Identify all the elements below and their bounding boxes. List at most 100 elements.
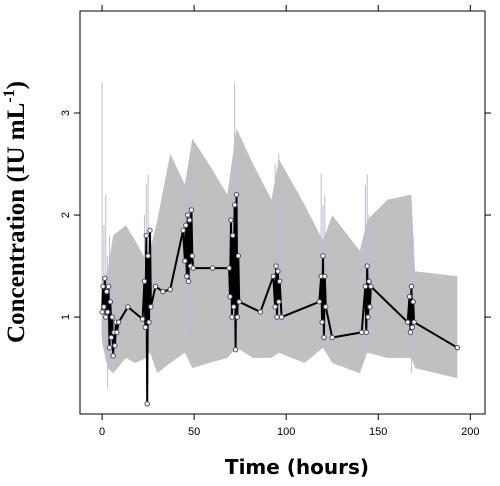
data-point-8 [106,344,113,351]
data-point-32 [182,258,188,264]
data-point-73 [362,283,369,290]
data-point-63 [278,314,285,320]
band-area [102,128,458,379]
data-point-21 [142,324,149,330]
data-point-37 [186,217,193,223]
data-point-27 [148,304,154,310]
data-point-10 [108,334,114,341]
data-point-86 [411,319,417,325]
data-point-33 [183,222,189,228]
data-point-23 [144,401,150,407]
data-point-58 [273,263,279,269]
data-points [99,191,461,407]
data-point-48 [231,304,237,310]
data-point-49 [231,202,238,208]
data-point-60 [275,268,281,274]
data-point-53 [235,253,242,259]
data-point-43 [226,265,232,271]
data-point-51 [233,191,240,198]
data-point-18 [125,304,131,310]
x-tick-label-0: 0 [99,426,105,438]
data-point-24 [145,253,151,259]
x-tick-label-100: 100 [277,426,295,438]
data-point-1 [100,283,106,290]
data-point-59 [274,314,280,320]
data-point-5 [103,288,110,295]
data-point-6 [104,309,111,315]
data-point-19 [139,316,146,322]
data-point-2 [101,304,107,310]
data-point-30 [167,286,173,293]
plot-frame [79,10,486,415]
data-point-11 [109,314,115,320]
data-point-76 [365,314,371,320]
data-point-12 [110,353,116,359]
data-point-31 [180,227,186,234]
data-point-9 [107,299,114,305]
data-point-71 [329,334,335,341]
data-point-85 [410,299,416,305]
data-point-52 [234,314,241,320]
data-point-50 [232,347,239,353]
data-point-41 [190,265,196,271]
data-point-16 [114,329,120,336]
data-point-29 [160,288,166,295]
x-tick-label-200: 200 [461,426,479,438]
data-point-83 [408,283,415,290]
data-point-79 [368,283,374,290]
y-axis-label-superscript: -1 [1,89,18,102]
data-point-17 [115,319,122,325]
x-axis-label: Time (hours) [225,455,369,479]
data-point-67 [320,253,326,259]
data-point-81 [406,293,413,300]
y-axis-ticks: 1 2 3 [60,110,491,320]
y-axis-label-main: Concentration (IU mL [3,103,30,343]
data-point-66 [319,319,325,325]
data-point-34 [184,273,190,279]
data-point-7 [105,283,112,290]
y-axis-label-suffix: ) [3,81,30,89]
y-tick-label-2: 2 [60,212,72,218]
x-tick-label-50: 50 [188,426,200,438]
data-point-35 [184,212,191,218]
data-point-70 [323,304,329,310]
data-point-75 [364,263,370,269]
data-point-28 [152,283,159,290]
data-point-25 [146,319,152,325]
data-point-42 [209,265,216,271]
data-point-14 [112,342,118,349]
data-point-20 [141,278,148,285]
data-point-64 [316,299,323,305]
y-tick-label-3: 3 [60,110,72,116]
data-point-56 [270,273,276,279]
data-point-46 [229,314,235,320]
data-point-47 [230,232,236,239]
data-point-82 [407,329,414,336]
prediction-band [102,128,458,379]
data-point-84 [409,324,415,330]
data-point-54 [236,299,242,305]
data-point-61 [276,299,282,305]
data-point-77 [366,278,372,285]
data-point-68 [321,334,327,341]
data-point-22 [143,232,149,239]
data-point-57 [272,304,278,310]
data-point-39 [188,207,195,213]
data-point-40 [189,253,195,259]
data-point-44 [227,293,233,300]
data-point-87 [454,344,461,351]
y-tick-label-1: 1 [60,314,72,320]
data-point-36 [185,278,192,285]
data-point-3 [102,275,108,282]
x-axis-ticks: 0 50 100 150 200 [99,5,479,438]
x-tick-label-150: 150 [369,426,387,438]
data-point-78 [367,304,373,310]
data-point-69 [322,273,328,279]
data-point-45 [228,217,234,223]
data-point-0 [99,309,105,315]
data-point-80 [404,319,411,325]
data-point-74 [363,329,369,336]
data-point-55 [257,309,264,315]
y-axis-label: Concentration (IU mL-1) [1,81,30,343]
